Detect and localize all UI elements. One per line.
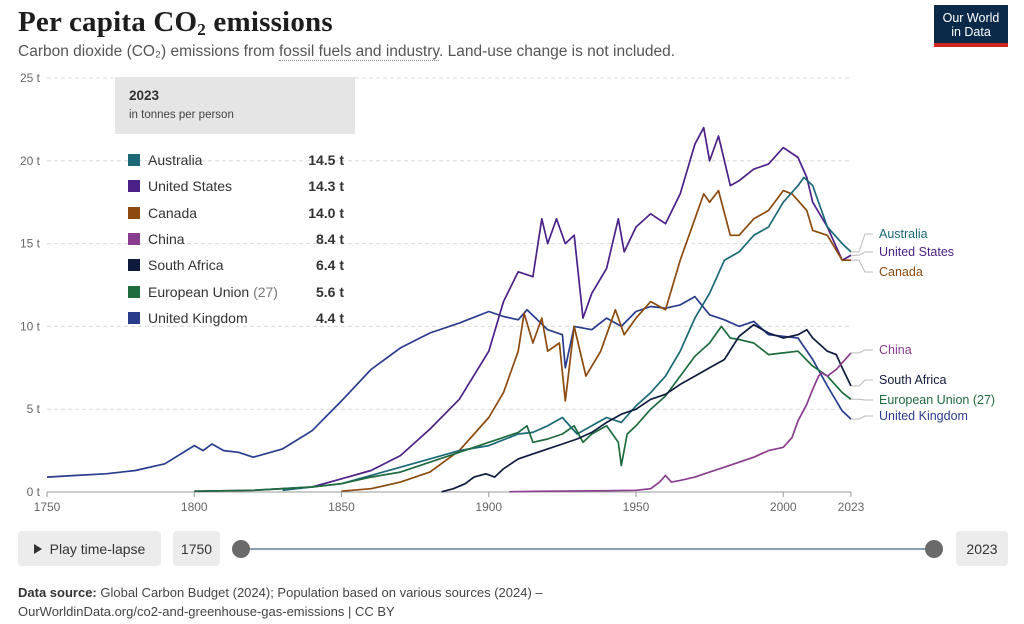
line-chart: 0 t 5 t 10 t 15 t 20 t 25 t 1750 1800 1850 1900 19… bbox=[20, 71, 995, 514]
timeline-slider-track[interactable] bbox=[240, 548, 936, 550]
legend-value: 14.0 t bbox=[308, 204, 344, 221]
label-connector bbox=[851, 349, 873, 354]
series-line-canada bbox=[341, 189, 851, 493]
legend-country: South Africa bbox=[148, 257, 224, 274]
label-connector bbox=[851, 233, 873, 253]
y-tick-label: 25 t bbox=[20, 71, 41, 85]
y-tick-label: 5 t bbox=[27, 402, 41, 416]
series-line-united-states bbox=[194, 126, 852, 493]
legend-row[interactable]: European Union (27) 5.6 t bbox=[128, 278, 344, 304]
series-end-label: United States bbox=[879, 245, 954, 259]
data-source-text: Global Carbon Budget (2024); Population … bbox=[96, 585, 543, 600]
legend-country: Australia bbox=[148, 152, 203, 169]
x-tick-label: 2023 bbox=[838, 500, 865, 514]
legend-value: 14.3 t bbox=[308, 178, 344, 195]
legend-year: 2023 bbox=[129, 88, 160, 103]
y-tick-label: 20 t bbox=[20, 154, 41, 168]
legend-unit: in tonnes per person bbox=[129, 109, 234, 121]
series-end-label: European Union (27) bbox=[879, 393, 995, 407]
legend-value: 14.5 t bbox=[308, 152, 344, 169]
play-icon bbox=[33, 543, 42, 554]
series-line-european-union bbox=[194, 325, 852, 493]
legend-row[interactable]: Australia 14.5 t bbox=[128, 147, 344, 173]
x-tick-label: 1800 bbox=[181, 500, 208, 514]
legend-swatch bbox=[128, 206, 140, 219]
series-end-labels: United Kingdom United States Canada Austral… bbox=[851, 227, 995, 423]
x-tick-label: 1900 bbox=[475, 500, 502, 514]
legend-swatch bbox=[128, 233, 140, 246]
series-lines bbox=[46, 126, 852, 493]
legend-table: Australia 14.5 t United States 14.3 t Canada… bbox=[128, 147, 344, 331]
series-end-label: Canada bbox=[879, 265, 923, 279]
legend-swatch bbox=[128, 180, 140, 193]
legend-swatch bbox=[128, 311, 140, 324]
chart-title: Per capita CO2 emissions bbox=[18, 6, 333, 39]
legend-row[interactable]: China 8.4 t bbox=[128, 226, 344, 252]
legend-country: United States bbox=[148, 178, 233, 195]
legend-swatch bbox=[128, 259, 140, 272]
legend-row[interactable]: United States 14.3 t bbox=[128, 173, 344, 199]
y-tick-label: 10 t bbox=[20, 319, 41, 333]
chart-subtitle: Carbon dioxide (CO₂) emissions from foss… bbox=[18, 43, 676, 61]
legend-value: 8.4 t bbox=[315, 231, 344, 248]
series-line-united-kingdom bbox=[46, 295, 852, 478]
x-tick-label: 1950 bbox=[623, 500, 650, 514]
legend-country: United Kingdom bbox=[148, 309, 248, 326]
label-connector bbox=[851, 379, 873, 387]
data-source-label: Data source: bbox=[18, 585, 97, 600]
y-tick-label: 15 t bbox=[20, 237, 41, 251]
series-line-china bbox=[509, 352, 852, 493]
legend-value: 4.4 t bbox=[315, 309, 344, 326]
slider-end-handle[interactable] bbox=[925, 540, 943, 558]
x-tick-label: 2000 bbox=[770, 500, 797, 514]
series-end-label: Australia bbox=[879, 227, 928, 241]
legend-row[interactable]: United Kingdom 4.4 t bbox=[128, 305, 344, 331]
series-end-label: China bbox=[879, 343, 912, 357]
legend-header: 2023 in tonnes per person bbox=[115, 77, 355, 134]
legend-country: Canada bbox=[148, 204, 198, 221]
x-tick-label: 1750 bbox=[34, 500, 61, 514]
legend-value: 6.4 t bbox=[315, 257, 344, 274]
play-timelapse-button[interactable]: Play time-lapse bbox=[18, 531, 161, 566]
legend-row[interactable]: South Africa 6.4 t bbox=[128, 252, 344, 278]
footer: Data source: Global Carbon Budget (2024)… bbox=[18, 583, 543, 621]
legend-row[interactable]: Canada 14.0 t bbox=[128, 200, 344, 226]
label-connector bbox=[851, 415, 873, 420]
x-tick-label: 1850 bbox=[328, 500, 355, 514]
label-connector bbox=[851, 398, 873, 401]
y-tick-label: 0 t bbox=[27, 485, 41, 499]
series-line-south-africa bbox=[441, 323, 852, 493]
legend-value: 5.6 t bbox=[315, 283, 344, 300]
owid-logo[interactable]: Our World in Data bbox=[934, 5, 1008, 47]
source-url[interactable]: OurWorldinData.org/co2-and-greenhouse-ga… bbox=[18, 604, 395, 619]
label-connector bbox=[851, 251, 873, 256]
timeline-controls: Play time-lapse 1750 2023 bbox=[18, 531, 1008, 567]
label-connector bbox=[851, 259, 873, 273]
legend-swatch bbox=[128, 285, 140, 298]
series-end-label: South Africa bbox=[879, 373, 946, 387]
axis-ticks: 0 t 5 t 10 t 15 t 20 t 25 t 1750 1800 1850 1900 19… bbox=[20, 71, 865, 514]
fossil-fuels-link[interactable]: fossil fuels and industry bbox=[279, 43, 439, 61]
start-year-button[interactable]: 1750 bbox=[173, 531, 220, 566]
legend-swatch bbox=[128, 154, 140, 167]
slider-start-handle[interactable] bbox=[232, 540, 250, 558]
legend-country: European Union (27) bbox=[148, 283, 278, 300]
series-end-label: United Kingdom bbox=[879, 409, 968, 423]
end-year-button[interactable]: 2023 bbox=[956, 531, 1008, 566]
legend-country: China bbox=[148, 231, 185, 248]
